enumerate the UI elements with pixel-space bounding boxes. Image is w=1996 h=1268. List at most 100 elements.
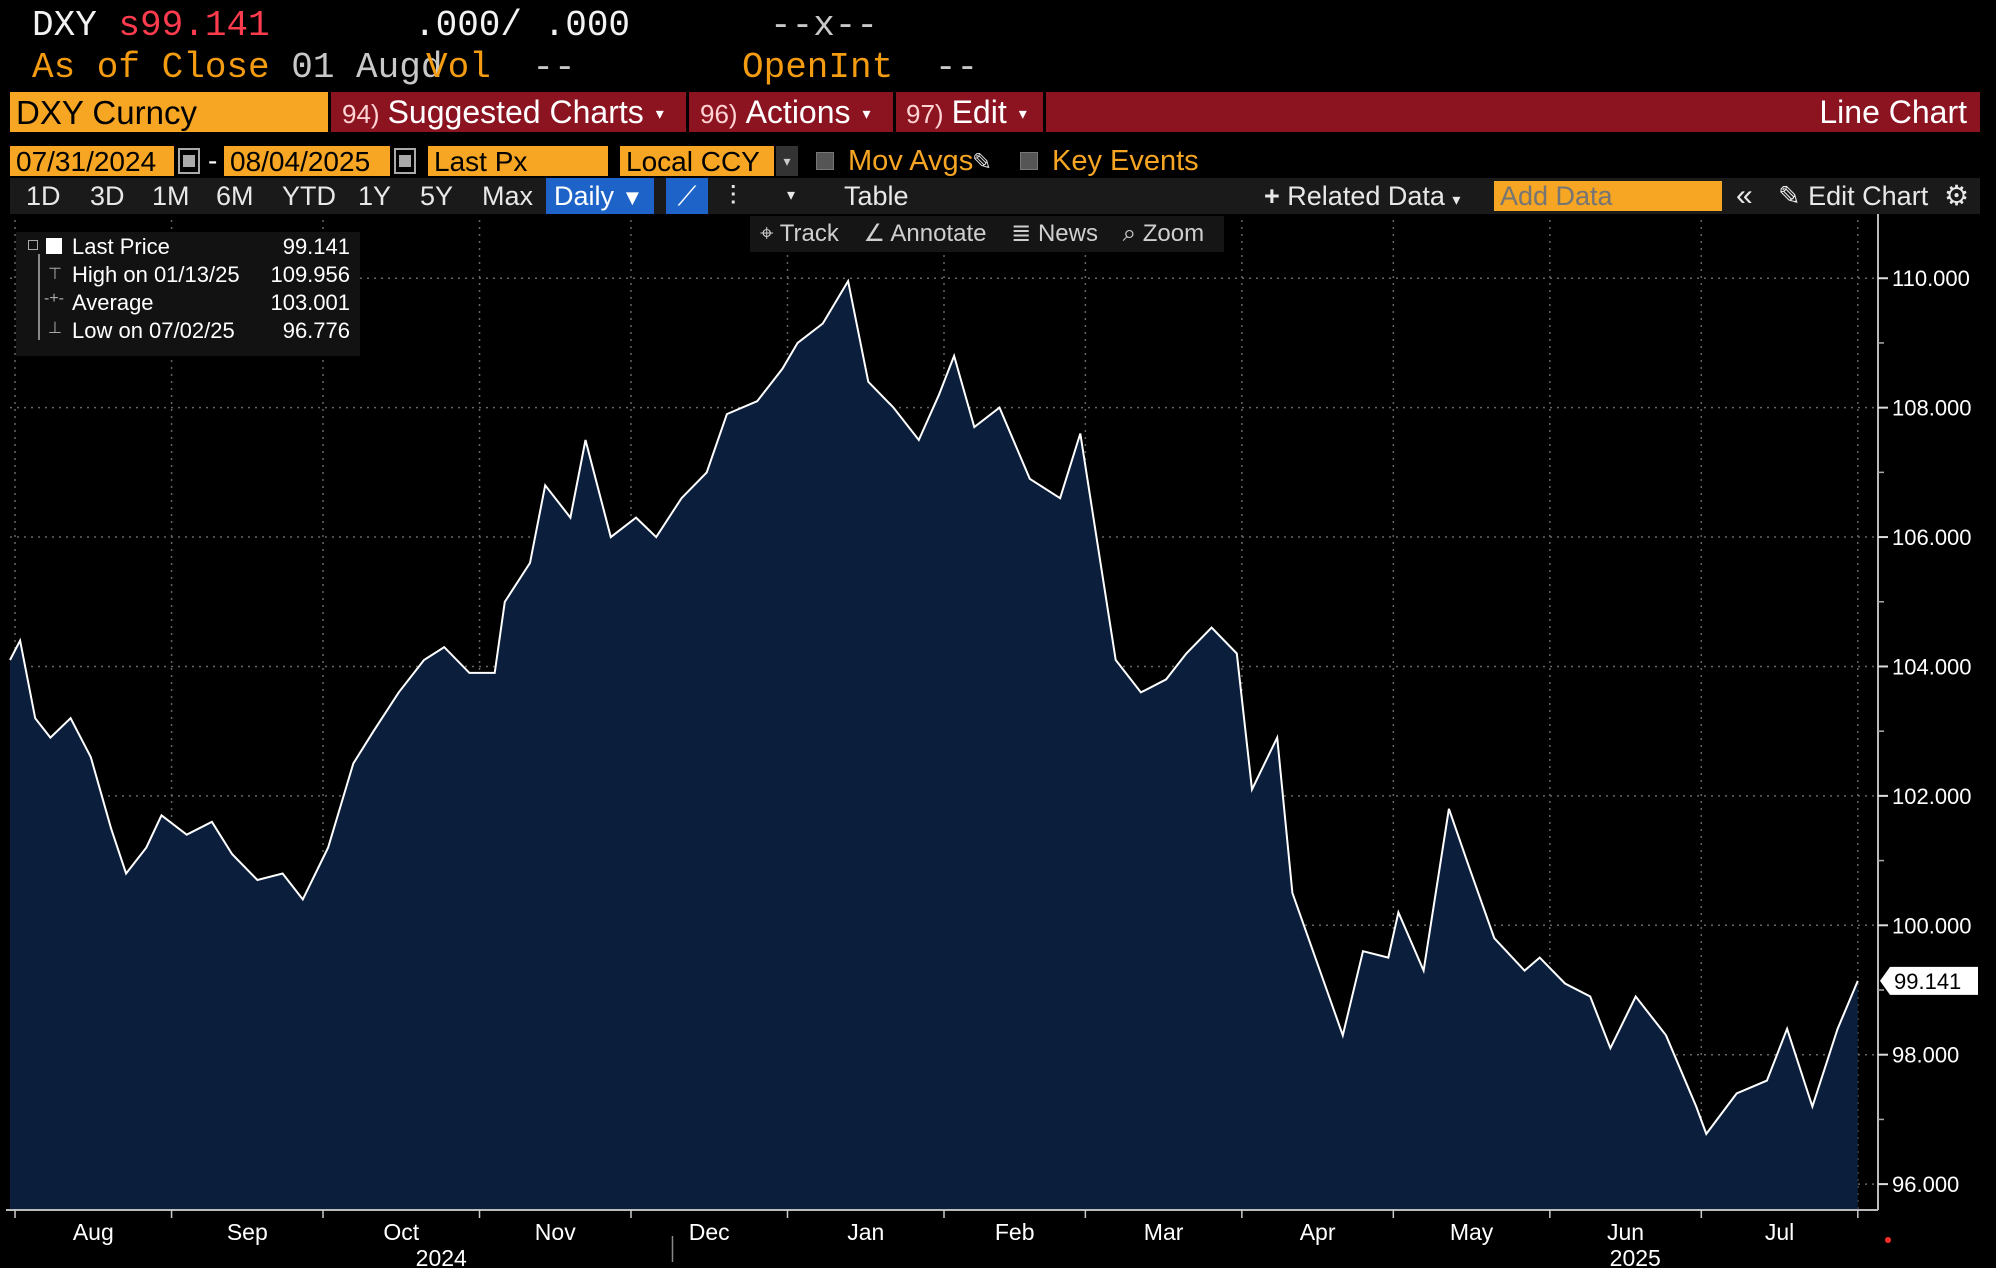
caret-down-icon: ▾ [655, 105, 664, 123]
menu-label: Actions [745, 94, 851, 130]
last-value-label: 99.141 [1894, 969, 1961, 994]
collapse-legend-icon[interactable] [28, 240, 38, 250]
related-data-label: Related Data [1287, 181, 1445, 211]
asof-date: 01 Augd [291, 47, 443, 88]
caret-down-icon: ▼ [621, 185, 644, 210]
frequency-label: Daily [554, 181, 615, 211]
y-tick-label: 96.000 [1892, 1172, 1959, 1197]
menu-label: Suggested Charts [387, 94, 644, 130]
chart-type-label: Line Chart [1819, 94, 1967, 130]
last-value-box [1880, 966, 1978, 995]
divider [328, 92, 331, 132]
command-bar [10, 92, 1980, 132]
end-date-input[interactable]: 08/04/2025 [224, 146, 390, 177]
divider [686, 92, 689, 132]
legend-value: 96.776 [282, 318, 350, 343]
track-tool[interactable]: Track [779, 220, 839, 247]
edit-chart-button[interactable]: ✎ Edit Chart [1778, 178, 1928, 214]
legend-label: Low on 07/02/25 [72, 318, 235, 343]
series-swatch [46, 238, 62, 254]
security-input[interactable]: DXY Curncy [10, 92, 328, 132]
menu-label: Edit [951, 94, 1007, 130]
news-icon: ≣ [1011, 220, 1032, 247]
legend-value: 103.001 [270, 290, 350, 315]
x-axis: Aug Sep Oct Nov Dec Jan Feb Mar Apr May Jun Jul 2024… [6, 1209, 1891, 1268]
menu-number: 96) [700, 99, 738, 129]
mov-avgs-checkbox[interactable] [816, 152, 834, 170]
x-month-label: Dec [689, 1219, 730, 1245]
price-line [9, 278, 1859, 1136]
y-tick-label: 98.000 [1892, 1043, 1959, 1068]
pencil-icon: ✎ [1778, 181, 1801, 211]
annotate-icon: ∠ [863, 220, 886, 247]
price-area [10, 281, 1858, 1211]
period-3d[interactable]: 3D [90, 181, 125, 211]
period-1m[interactable]: 1M [152, 181, 190, 211]
legend-tree-line [38, 254, 40, 340]
x-month-label: May [1450, 1219, 1494, 1245]
vol-label: Vol [426, 47, 491, 88]
net-change: --x-- [770, 5, 879, 46]
legend-value: 99.141 [282, 234, 350, 259]
divider [893, 92, 896, 132]
caret-down-icon: ▾ [862, 105, 871, 123]
edit-menu[interactable]: 97) Edit ▾ [896, 92, 1042, 132]
x-month-label: Jun [1607, 1219, 1644, 1245]
y-tick-label: 106.000 [1892, 525, 1972, 550]
currency-dropdown-icon[interactable]: ▾ [776, 146, 798, 176]
y-tick-label: 108.000 [1892, 396, 1972, 421]
chart-type-dropdown-icon[interactable]: ▾ [786, 187, 796, 204]
caret-down-icon: ▾ [1018, 105, 1027, 123]
zoom-icon: ⌕ [1122, 220, 1137, 247]
asof-label: As of Close [32, 47, 270, 88]
start-date-input[interactable]: 07/31/2024 [10, 146, 174, 177]
calendar-icon[interactable] [178, 148, 200, 174]
high-marker-icon: ⊤ [48, 266, 62, 283]
suggested-charts-menu[interactable]: 94) Suggested Charts ▾ [332, 92, 684, 132]
legend-value: 109.956 [270, 262, 350, 287]
line-chart-icon[interactable]: ⟋ [666, 178, 708, 214]
x-month-label: Feb [995, 1219, 1035, 1245]
x-month-label: Sep [227, 1219, 268, 1245]
average-marker-icon: -+- [44, 290, 64, 307]
chart-tools-bar: ⌖ Track ∠ Annotate ≣ News ⌕ Zoom [750, 216, 1224, 252]
add-data-input[interactable] [1494, 181, 1722, 211]
key-events-checkbox[interactable] [1020, 152, 1038, 170]
table-button[interactable]: Table [844, 181, 909, 211]
related-data-button[interactable]: + Related Data ▾ [1264, 178, 1460, 214]
x-month-label: Jul [1765, 1219, 1794, 1245]
y-tick-label: 102.000 [1892, 784, 1972, 809]
period-ytd[interactable]: YTD [282, 181, 336, 211]
x-month-label: Nov [535, 1219, 576, 1245]
period-max[interactable]: Max [482, 181, 534, 211]
x-month-label: Jan [847, 1219, 884, 1245]
pencil-icon[interactable]: ✎ [972, 149, 993, 176]
y-tick-label: 100.000 [1892, 913, 1972, 938]
x-month-label: Mar [1144, 1219, 1184, 1245]
annotate-tool[interactable]: Annotate [890, 220, 987, 247]
gear-icon[interactable]: ⚙ [1944, 180, 1970, 211]
price-chart[interactable]: Aug Sep Oct Nov Dec Jan Feb Mar Apr May Jun Jul 2024… [0, 214, 1996, 1268]
status-dot [1885, 1237, 1891, 1243]
period-5y[interactable]: 5Y [420, 181, 454, 211]
field-select[interactable]: Last Px [428, 146, 608, 177]
y-tick-label: 110.000 [1892, 266, 1970, 291]
mov-avgs-label: Mov Avgs [848, 145, 974, 177]
calendar-icon[interactable] [394, 148, 416, 174]
actions-menu[interactable]: 96) Actions ▾ [690, 92, 892, 132]
ohlc-chart-icon[interactable]: ⫶ [729, 181, 737, 211]
x-month-label: Aug [73, 1219, 114, 1245]
collapse-icon[interactable]: « [1736, 179, 1753, 212]
legend-label: Last Price [72, 234, 170, 259]
period-1d[interactable]: 1D [26, 181, 61, 211]
key-events-label: Key Events [1052, 145, 1199, 177]
frequency-select[interactable]: Daily ▼ [546, 178, 654, 214]
currency-select[interactable]: Local CCY [620, 146, 774, 177]
y-axis: 110.000 108.000 106.000 104.000 102.000 100.0… [1877, 214, 1972, 1210]
period-6m[interactable]: 6M [216, 181, 254, 211]
x-year-label: 2024 [416, 1245, 467, 1268]
news-tool[interactable]: News [1037, 220, 1098, 247]
period-1y[interactable]: 1Y [358, 181, 392, 211]
zoom-tool[interactable]: Zoom [1142, 220, 1205, 247]
divider [1043, 92, 1046, 132]
